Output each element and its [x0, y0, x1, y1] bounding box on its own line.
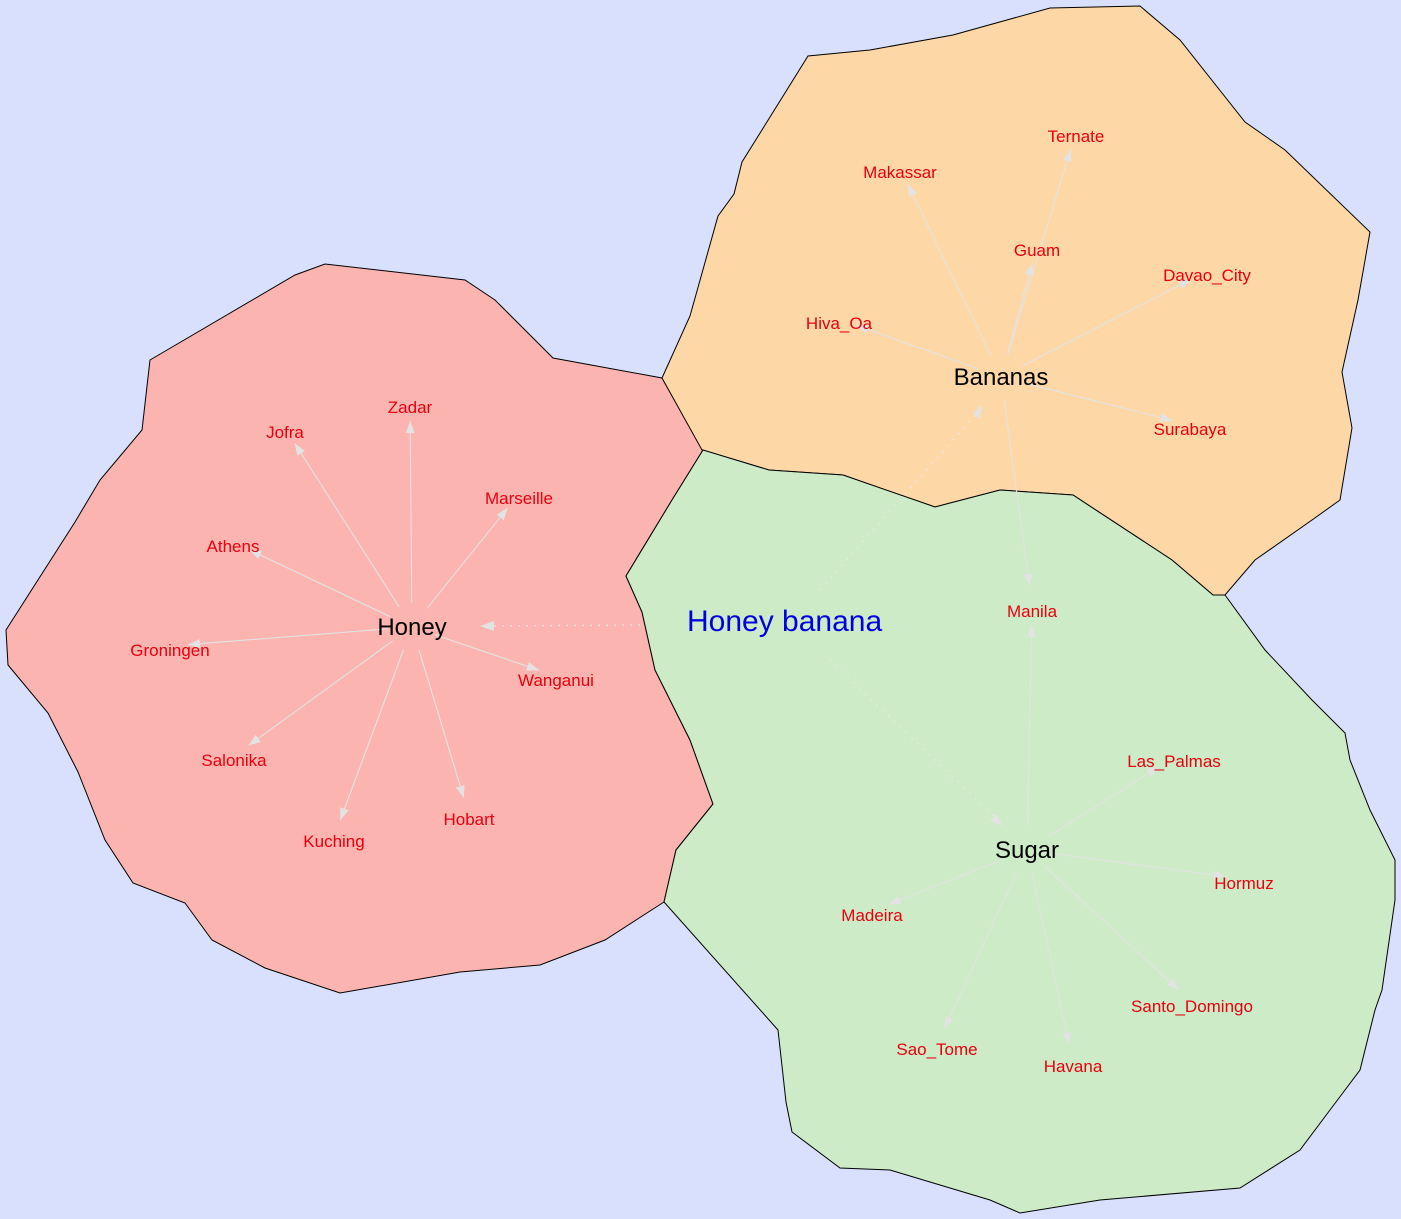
city-label-hormuz: Hormuz — [1214, 874, 1274, 893]
edge-bananas-guam — [1006, 263, 1033, 355]
edge-honey-wanganui — [434, 634, 540, 671]
arrowhead — [294, 443, 305, 456]
arrowhead — [249, 549, 263, 559]
edge-sugar-manila — [1026, 624, 1033, 827]
sugar-region — [625, 449, 1396, 1214]
arrowhead — [855, 324, 869, 334]
city-label-kuching: Kuching — [303, 832, 364, 851]
city-label-wanganui: Wanganui — [518, 671, 594, 690]
arrowhead — [1062, 149, 1072, 163]
city-label-havana: Havana — [1044, 1057, 1103, 1076]
arrowhead — [455, 784, 465, 798]
edge-sugar-sao-tome — [944, 871, 1018, 1029]
arrowhead — [944, 1015, 954, 1029]
city-label-marseille: Marseille — [485, 489, 553, 508]
edge-sugar-havana — [1031, 873, 1070, 1045]
city-label-guam: Guam — [1014, 241, 1060, 260]
arrowhead — [990, 814, 1003, 826]
edge-bananas-surabaya — [1024, 382, 1173, 422]
city-label-makassar: Makassar — [863, 163, 937, 182]
arrowhead — [405, 420, 415, 434]
edge-honey-groningen — [187, 628, 389, 646]
edge-sugar-madeira — [888, 858, 1005, 905]
edge-bananas-davao-city — [1022, 278, 1192, 367]
arrowhead — [526, 662, 539, 671]
arrowhead — [480, 621, 494, 631]
arrowhead — [1146, 766, 1159, 777]
edge-honey-athens — [249, 549, 391, 618]
arrowhead — [973, 405, 982, 419]
edge-bananas-makassar — [907, 183, 992, 356]
city-label-groningen: Groningen — [130, 641, 209, 660]
arrowhead — [1178, 279, 1191, 289]
city-label-hiva-oa: Hiva_Oa — [806, 314, 873, 333]
city-label-hobart: Hobart — [443, 810, 494, 829]
arrowhead — [187, 639, 201, 649]
hub-label-bananas: Bananas — [954, 364, 1049, 391]
city-label-ternate: Ternate — [1048, 127, 1105, 146]
edge-bananas-hiva-oa — [855, 324, 979, 370]
arrowhead — [1166, 978, 1179, 990]
edge-sugar-hormuz — [1050, 852, 1227, 878]
arrowhead — [907, 184, 918, 197]
arrowhead — [888, 895, 902, 905]
city-label-davao-city: Davao_City — [1163, 266, 1251, 285]
arrowhead — [1159, 413, 1173, 422]
hub-label-sugar: Sugar — [995, 837, 1059, 864]
edge-bananas-ternate — [1007, 149, 1072, 355]
arrowhead — [1062, 1031, 1072, 1045]
city-label-sao-tome: Sao_Tome — [896, 1040, 977, 1059]
arrowhead — [1213, 870, 1227, 880]
hub-label-honey: Honey — [377, 614, 446, 641]
city-label-athens: Athens — [207, 537, 260, 556]
edge-honey-marseille — [426, 507, 509, 609]
city-label-madeira: Madeira — [841, 906, 903, 925]
honey-region — [5, 263, 714, 994]
edge-sugar-las-palmas — [1046, 766, 1160, 838]
city-label-manila: Manila — [1007, 602, 1058, 621]
edge-honey-jofra — [294, 442, 400, 608]
edge-title-honey — [489, 624, 641, 627]
city-label-surabaya: Surabaya — [1154, 420, 1227, 439]
arrowhead — [340, 807, 349, 821]
city-label-salonika: Salonika — [201, 751, 267, 770]
city-label-las-palmas: Las_Palmas — [1127, 752, 1221, 771]
arrowhead — [1026, 624, 1036, 638]
arrowhead — [1023, 573, 1033, 587]
edge-honey-salonika — [248, 640, 393, 746]
city-label-santo-domingo: Santo_Domingo — [1131, 997, 1253, 1016]
edge-bananas-manila — [1003, 400, 1031, 587]
edge-honey-hobart — [418, 649, 465, 798]
diagram-title: Honey banana — [687, 605, 882, 638]
arrowhead — [1024, 263, 1034, 277]
edge-sugar-santo-domingo — [1044, 865, 1180, 991]
arrowhead — [248, 734, 261, 746]
edge-honey-kuching — [339, 649, 405, 821]
city-label-jofra: Jofra — [266, 423, 304, 442]
arrowhead — [496, 508, 508, 521]
edge-honey-zadar — [409, 420, 413, 604]
city-label-zadar: Zadar — [388, 398, 433, 417]
